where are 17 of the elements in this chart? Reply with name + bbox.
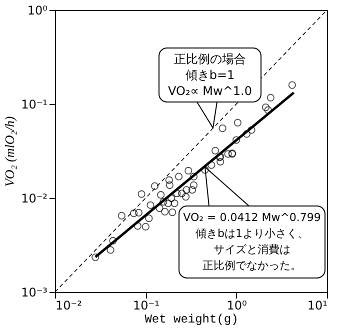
annotation: 正比例の場合 <box>174 52 246 66</box>
annotation: VO₂∝ Mw^1.0 <box>168 84 252 98</box>
x-tick-label: 10¹ <box>307 298 328 312</box>
x-tick-label: 10⁻² <box>56 298 82 312</box>
x-tick-label: 10⁻¹ <box>132 298 160 312</box>
annotation: 傾きb=1 <box>185 68 235 82</box>
x-tick-label: 10⁰ <box>226 298 248 312</box>
x-axis-title: Wet weight(g) <box>144 312 238 326</box>
y-tick-label: 10⁻² <box>21 192 48 206</box>
annotation: サイズと消費は <box>214 243 290 256</box>
annotation: VO₂ = 0.0412 Mw^0.799 <box>183 211 321 224</box>
y-tick-label: 10⁻³ <box>21 286 48 300</box>
annotation: 傾きbは1より小さく、 <box>196 227 308 240</box>
y-tick-label: 10⁰ <box>27 4 48 18</box>
annotation: 正比例でなかった。 <box>202 259 302 272</box>
y-axis-title: VO₂ (mlO₂/h) <box>2 116 18 187</box>
y-tick-label: 10⁻¹ <box>21 98 48 112</box>
